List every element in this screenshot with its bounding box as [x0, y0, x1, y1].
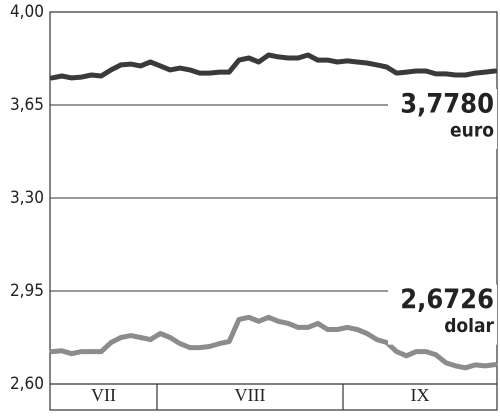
label-background: [388, 284, 497, 345]
y-tick-label: 3,30: [10, 188, 44, 208]
line-series: [49, 314, 498, 371]
y-tick-label: 2,95: [10, 281, 44, 301]
x-tick-label: IX: [411, 385, 430, 405]
label-background: [388, 88, 497, 149]
x-tick-label: VIII: [235, 385, 266, 405]
line-series: [49, 52, 498, 81]
y-tick-label: 4,00: [10, 2, 44, 22]
value-label: 2,6726: [400, 284, 494, 315]
value-label: 3,7780: [400, 88, 494, 119]
legend-label: euro: [450, 119, 494, 141]
legend-label: dolar: [444, 315, 494, 337]
y-tick-label: 3,65: [10, 95, 44, 115]
x-tick-label: VII: [91, 385, 116, 405]
y-tick-label: 2,60: [10, 374, 44, 394]
